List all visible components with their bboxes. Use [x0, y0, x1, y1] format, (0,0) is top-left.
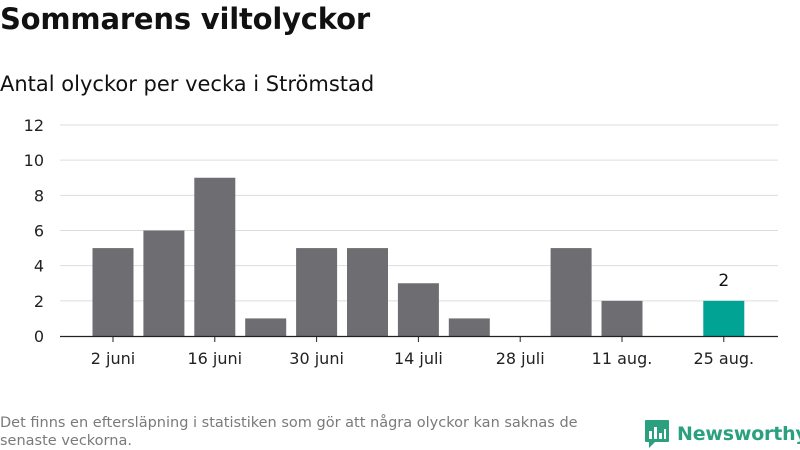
- bar: [550, 248, 592, 336]
- bar: [296, 248, 338, 336]
- y-axis-ticks: 0 2 4 6 8 10 12: [24, 116, 44, 346]
- bar: [92, 248, 134, 336]
- bar: [397, 283, 439, 336]
- x-axis-ticks: 2 juni 16 juni 30 juni 14 juli 28 juli 11 aug…: [91, 336, 754, 368]
- bar: [601, 300, 643, 336]
- footnote: Det finns en eftersläpning i statistiken…: [0, 415, 578, 449]
- y-tick-label: 2: [34, 292, 44, 311]
- bar: [703, 300, 745, 336]
- x-tick-label: 11 aug.: [592, 349, 653, 368]
- data-label: 2: [718, 271, 729, 291]
- x-tick-label: 30 juni: [289, 349, 344, 368]
- bar: [143, 230, 185, 336]
- bar-chart: 0 2 4 6 8 10 12 2 juni 16 juni 30 juni 14 juli 28 …: [24, 116, 778, 368]
- bar: [194, 177, 236, 336]
- y-tick-label: 12: [24, 116, 44, 135]
- bar: [347, 248, 388, 336]
- bar: [245, 318, 287, 336]
- y-tick-label: 8: [34, 186, 44, 205]
- y-tick-label: 0: [34, 327, 44, 346]
- chart-subtitle: Antal olyckor per vecka i Strömstad: [0, 72, 375, 96]
- brand-name: Newsworthy: [677, 423, 800, 445]
- bar: [448, 318, 490, 336]
- data-labels: 2: [718, 271, 729, 291]
- x-tick-label: 2 juni: [91, 349, 135, 368]
- y-tick-label: 10: [24, 151, 44, 170]
- newsworthy-logo-icon: [645, 420, 669, 448]
- x-tick-label: 25 aug.: [693, 349, 754, 368]
- bars: [92, 177, 745, 336]
- chart-title: Sommarens viltolyckor: [0, 2, 370, 36]
- x-tick-label: 28 juli: [496, 349, 545, 368]
- y-tick-label: 4: [34, 257, 44, 276]
- brand[interactable]: Newsworthy: [644, 418, 800, 450]
- x-tick-label: 16 juni: [187, 349, 242, 368]
- y-tick-label: 6: [34, 222, 44, 241]
- x-tick-label: 14 juli: [394, 349, 443, 368]
